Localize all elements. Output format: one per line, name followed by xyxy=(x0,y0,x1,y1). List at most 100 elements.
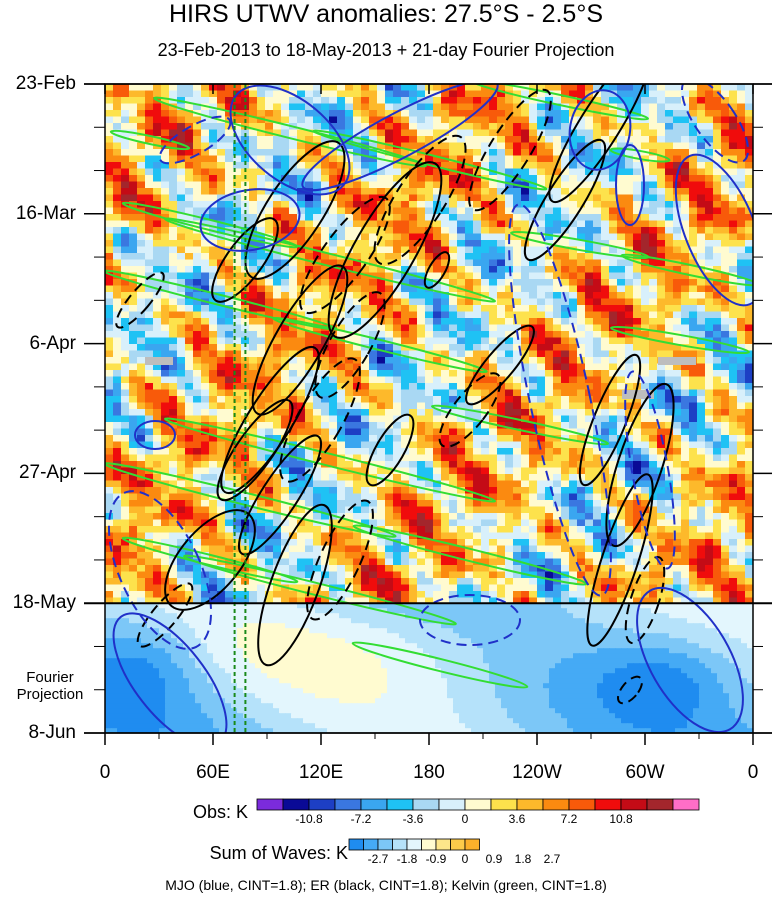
obs-cell xyxy=(745,422,753,430)
obs-cell xyxy=(569,422,578,430)
obs-cell xyxy=(289,292,298,300)
obs-cell xyxy=(537,110,546,118)
obs-cell xyxy=(193,129,202,137)
obs-cell xyxy=(401,175,410,183)
obs-cell xyxy=(329,311,338,319)
obs-cell xyxy=(305,396,314,404)
obs-cell xyxy=(313,84,322,92)
obs-cell xyxy=(441,422,450,430)
obs-cell xyxy=(185,396,194,404)
obs-cell xyxy=(177,240,186,248)
obs-cell xyxy=(737,201,746,209)
obs-cell xyxy=(569,409,578,417)
obs-cell xyxy=(273,324,282,332)
obs-cell xyxy=(577,136,586,144)
obs-cell xyxy=(305,181,314,189)
obs-cell xyxy=(585,142,594,150)
obs-cell xyxy=(569,136,578,144)
obs-cell xyxy=(489,246,498,254)
obs-cell xyxy=(321,376,330,384)
obs-cell xyxy=(249,285,258,293)
obs-cell xyxy=(145,207,154,215)
obs-cell xyxy=(417,110,426,118)
obs-cell xyxy=(601,90,610,98)
obs-cell xyxy=(569,311,578,319)
obs-cell xyxy=(521,324,530,332)
obs-cell xyxy=(201,311,210,319)
obs-cell xyxy=(161,285,170,293)
obs-cell xyxy=(449,246,458,254)
obs-cell xyxy=(105,123,114,131)
obs-cell xyxy=(513,279,522,287)
obs-cell xyxy=(385,324,394,332)
obs-cell xyxy=(737,253,746,261)
obs-cell xyxy=(705,233,714,241)
obs-cell xyxy=(369,402,378,410)
obs-cell xyxy=(745,246,753,254)
obs-cell xyxy=(137,454,146,462)
obs-cell xyxy=(161,298,170,306)
obs-cell xyxy=(121,129,130,137)
obs-cell xyxy=(145,480,154,488)
obs-cell xyxy=(497,337,506,345)
obs-cell xyxy=(609,123,618,131)
obs-cell xyxy=(521,435,530,443)
obs-cell xyxy=(593,298,602,306)
obs-cell xyxy=(593,279,602,287)
obs-cell xyxy=(353,337,362,345)
obs-cell xyxy=(633,201,642,209)
obs-cell xyxy=(465,123,474,131)
obs-cell xyxy=(625,292,634,300)
obs-cell xyxy=(145,253,154,261)
obs-cell xyxy=(257,422,266,430)
obs-cell xyxy=(489,227,498,235)
obs-cell xyxy=(361,422,370,430)
obs-cell xyxy=(585,298,594,306)
obs-cell xyxy=(289,110,298,118)
obs-cell xyxy=(649,363,658,371)
obs-cell xyxy=(273,350,282,358)
obs-cell xyxy=(209,344,218,352)
obs-cell xyxy=(153,292,162,300)
obs-cell xyxy=(521,129,530,137)
obs-cell xyxy=(569,279,578,287)
obs-cell xyxy=(665,110,674,118)
obs-cell xyxy=(497,318,506,326)
obs-cell xyxy=(489,285,498,293)
obs-cell xyxy=(177,129,186,137)
obs-cell xyxy=(505,370,514,378)
obs-cell xyxy=(473,337,482,345)
obs-cell xyxy=(425,344,434,352)
obs-cell xyxy=(457,344,466,352)
obs-cell xyxy=(225,396,234,404)
obs-cell xyxy=(377,448,386,456)
obs-cell xyxy=(361,266,370,274)
obs-cell xyxy=(249,376,258,384)
obs-cell xyxy=(105,259,114,267)
obs-cell xyxy=(505,162,514,170)
obs-cell xyxy=(105,311,114,319)
obs-cell xyxy=(689,97,698,105)
obs-cell xyxy=(345,376,354,384)
obs-cell xyxy=(697,136,706,144)
obs-cell xyxy=(609,376,618,384)
obs-cell xyxy=(593,454,602,462)
obs-cell xyxy=(289,350,298,358)
obs-cell xyxy=(305,311,314,319)
obs-cell xyxy=(377,409,386,417)
obs-cell xyxy=(153,168,162,176)
obs-cell xyxy=(593,370,602,378)
obs-cell xyxy=(561,253,570,261)
obs-cell xyxy=(129,389,138,397)
obs-cell xyxy=(153,474,162,482)
obs-cell xyxy=(353,188,362,196)
obs-cell xyxy=(105,441,114,449)
obs-cell xyxy=(129,201,138,209)
obs-cell xyxy=(673,285,682,293)
obs-cell xyxy=(673,129,682,137)
obs-cell xyxy=(745,201,753,209)
obs-cell xyxy=(489,162,498,170)
obs-cell xyxy=(657,441,666,449)
obs-cell xyxy=(209,116,218,124)
obs-cell xyxy=(313,175,322,183)
